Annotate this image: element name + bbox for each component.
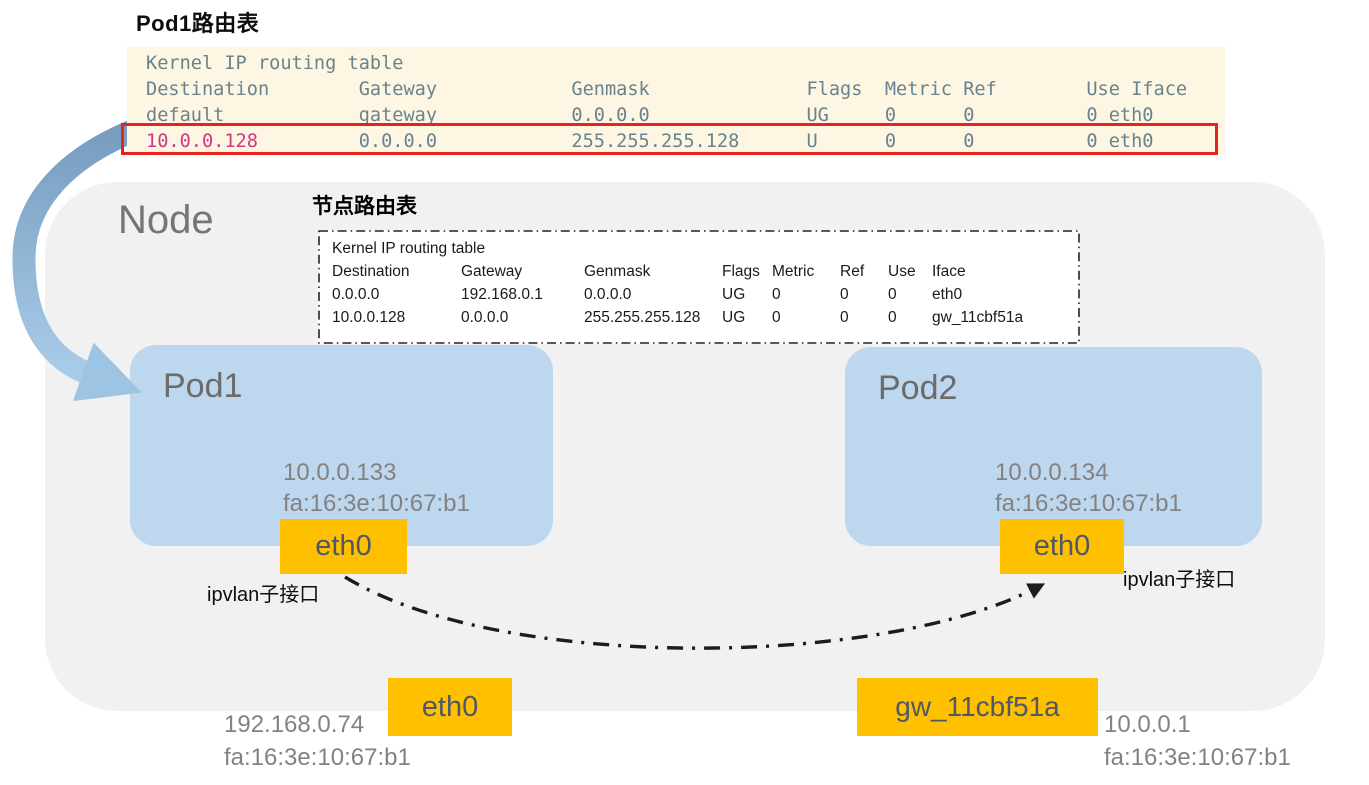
pod2-ip: 10.0.0.134 bbox=[995, 459, 1109, 486]
node-route-table-content: Kernel IP routing table Destination Gate… bbox=[332, 237, 1072, 329]
node-route-table-kernel-line: Kernel IP routing table bbox=[332, 240, 486, 257]
node-eth0-chip: eth0 bbox=[388, 678, 512, 736]
cell-iface: eth0 bbox=[932, 286, 963, 303]
pod1-route-table-terminal: Kernel IP routing table Destination Gate… bbox=[127, 47, 1225, 155]
pod2-eth0-chip: eth0 bbox=[1000, 519, 1124, 574]
pod1-name: Pod1 bbox=[163, 367, 243, 405]
table-row: 10.0.0.128 0.0.0.0 255.255.255.128 UG 0 … bbox=[332, 306, 1072, 329]
node-eth0-ip: 192.168.0.74 bbox=[224, 711, 365, 738]
node-gateway-label: gw_11cbf51a bbox=[895, 691, 1060, 722]
node-gateway-chip: gw_11cbf51a bbox=[857, 678, 1098, 736]
highlighted-destination-ip: 10.0.0.128 bbox=[146, 131, 258, 152]
node-route-table-title: 节点路由表 bbox=[312, 195, 417, 218]
pod1-route-table-title: Pod1路由表 bbox=[136, 11, 260, 36]
table-row: 0.0.0.0 192.168.0.1 0.0.0.0 UG 0 0 0 eth… bbox=[332, 283, 1072, 306]
pod2-network-info: 10.0.0.134 fa:16:3e:10:67:b1 bbox=[995, 457, 1182, 519]
cell-genmask: 255.255.255.128 bbox=[584, 309, 701, 326]
pod2-name: Pod2 bbox=[878, 369, 958, 407]
pod1-network-info: 10.0.0.133 fa:16:3e:10:67:b1 bbox=[283, 457, 470, 519]
cell-gateway: 0.0.0.0 bbox=[461, 309, 509, 326]
pod1-box: Pod1 10.0.0.133 fa:16:3e:10:67:b1 bbox=[130, 345, 553, 546]
node-gateway-ip: 10.0.0.1 bbox=[1104, 711, 1191, 738]
node-eth0-network-info: 192.168.0.74 fa:16:3e:10:67:b1 bbox=[224, 708, 411, 774]
col-header-destination: Destination bbox=[332, 263, 410, 280]
cell-ref: 0 bbox=[840, 286, 849, 303]
pod1-eth0-label: eth0 bbox=[315, 530, 372, 562]
col-header-gateway: Gateway bbox=[461, 263, 523, 280]
node-eth0-label: eth0 bbox=[421, 690, 479, 723]
pod2-eth0-label: eth0 bbox=[1033, 530, 1091, 562]
pod1-mac: fa:16:3e:10:67:b1 bbox=[283, 490, 470, 517]
pod1-eth0-chip: eth0 bbox=[280, 519, 407, 574]
col-header-iface: Iface bbox=[932, 263, 966, 280]
cell-iface: gw_11cbf51a bbox=[932, 309, 1024, 326]
node-label: Node bbox=[118, 198, 214, 242]
pod1-route-table-text: Kernel IP routing table Destination Gate… bbox=[146, 53, 1188, 152]
node-gateway-network-info: 10.0.0.1 fa:16:3e:10:67:b1 bbox=[1104, 708, 1291, 774]
cell-flags: UG bbox=[722, 286, 746, 303]
cell-ref: 0 bbox=[840, 309, 849, 326]
col-header-flags: Flags bbox=[722, 263, 760, 280]
col-header-genmask: Genmask bbox=[584, 263, 651, 280]
cell-flags: UG bbox=[722, 309, 746, 326]
pod1-ipvlan-note: ipvlan子接口 bbox=[207, 584, 320, 606]
pod2-ipvlan-note: ipvlan子接口 bbox=[1123, 569, 1236, 591]
node-route-table: Kernel IP routing table Destination Gate… bbox=[318, 230, 1080, 344]
cell-metric: 0 bbox=[772, 286, 781, 303]
cell-metric: 0 bbox=[772, 309, 781, 326]
cell-destination: 10.0.0.128 bbox=[332, 309, 406, 326]
col-header-use: Use bbox=[888, 263, 916, 280]
pod2-box: Pod2 10.0.0.134 fa:16:3e:10:67:b1 bbox=[845, 347, 1262, 546]
cell-use: 0 bbox=[888, 309, 897, 326]
cell-use: 0 bbox=[888, 286, 897, 303]
cell-genmask: 0.0.0.0 bbox=[584, 286, 632, 303]
node-gateway-mac: fa:16:3e:10:67:b1 bbox=[1104, 744, 1291, 771]
pod2-mac: fa:16:3e:10:67:b1 bbox=[995, 490, 1182, 517]
node-route-table-header-row: Destination Gateway Genmask Flags Metric… bbox=[332, 260, 1072, 283]
node-eth0-mac: fa:16:3e:10:67:b1 bbox=[224, 744, 411, 771]
col-header-ref: Ref bbox=[840, 263, 865, 280]
cell-destination: 0.0.0.0 bbox=[332, 286, 380, 303]
cell-gateway: 192.168.0.1 bbox=[461, 286, 543, 303]
pod1-ip: 10.0.0.133 bbox=[283, 459, 397, 486]
highlighted-route-row-box bbox=[121, 123, 1218, 155]
col-header-metric: Metric bbox=[772, 263, 815, 280]
